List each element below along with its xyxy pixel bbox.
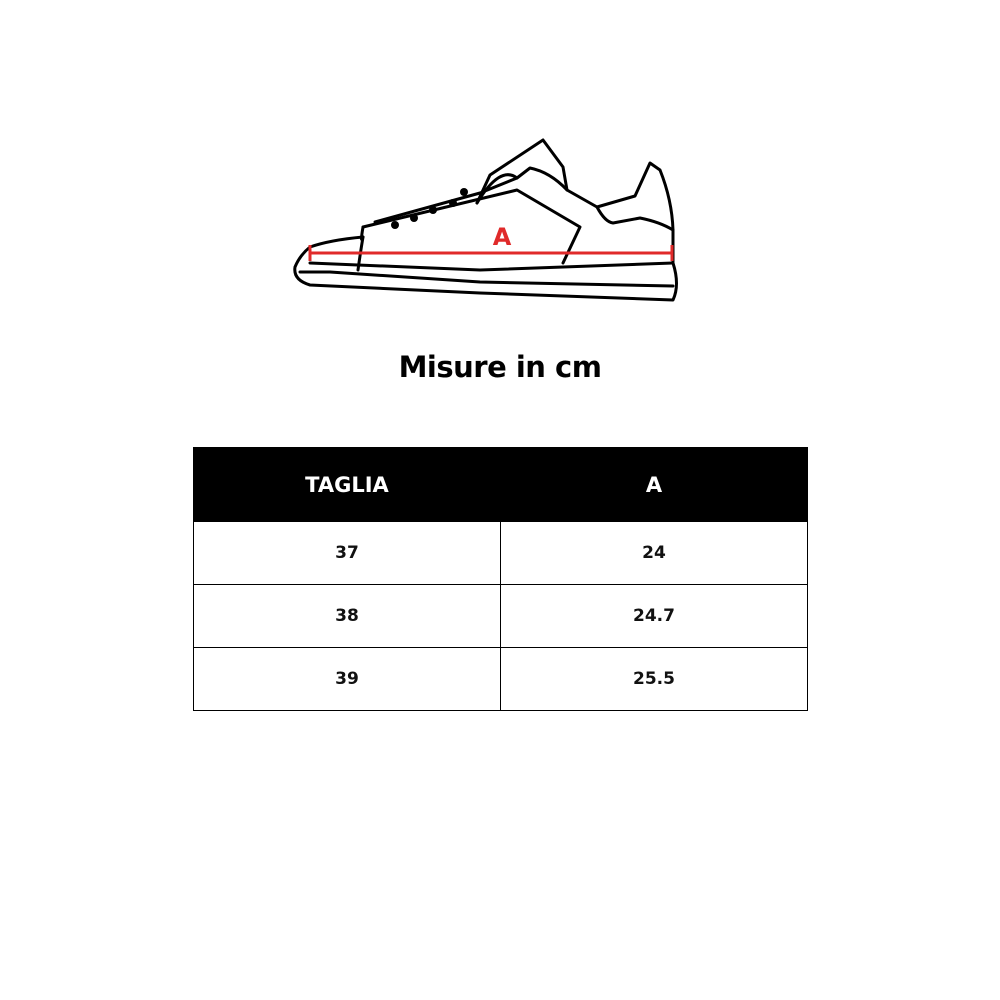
cell-size: 37 <box>193 521 501 585</box>
header-a: A <box>500 447 808 522</box>
lace-eyelets <box>391 188 468 229</box>
shoe-diagram: A <box>293 138 678 302</box>
size-table: TAGLIA A 37 24 38 24.7 39 25.5 <box>193 447 808 711</box>
cell-a: 25.5 <box>500 647 808 711</box>
cell-size: 39 <box>193 647 501 711</box>
cell-a: 24 <box>500 521 808 585</box>
cell-a: 24.7 <box>500 584 808 648</box>
table-header-row: TAGLIA A <box>193 447 808 522</box>
page-title: Misure in cm <box>398 350 602 384</box>
table-row: 37 24 <box>193 521 808 585</box>
measure-label-a: A <box>493 223 512 251</box>
header-taglia: TAGLIA <box>193 447 501 522</box>
shoe-outline <box>293 138 678 302</box>
cell-size: 38 <box>193 584 501 648</box>
table-row: 39 25.5 <box>193 647 808 711</box>
table-row: 38 24.7 <box>193 584 808 648</box>
